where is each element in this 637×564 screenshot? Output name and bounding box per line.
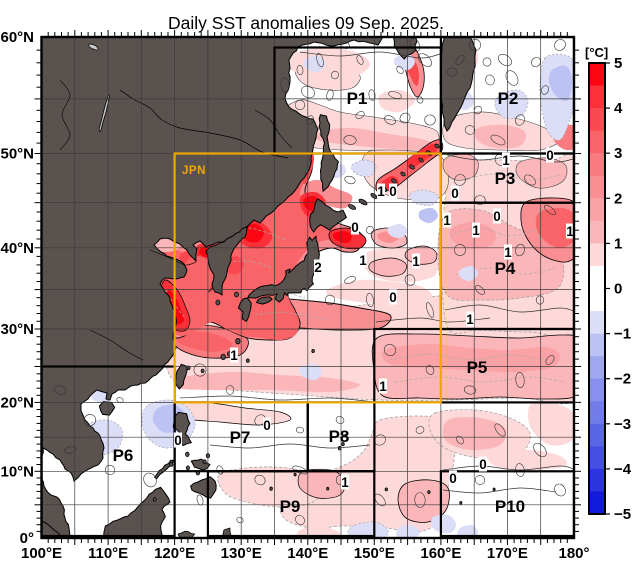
svg-text:1: 1	[614, 235, 622, 252]
svg-text:P2: P2	[498, 89, 519, 108]
svg-text:130°E: 130°E	[221, 545, 262, 562]
svg-text:P10: P10	[495, 497, 525, 516]
svg-text:0: 0	[493, 209, 501, 224]
svg-text:5: 5	[614, 55, 622, 72]
svg-text:0: 0	[546, 148, 554, 163]
svg-text:0: 0	[449, 471, 457, 486]
svg-text:P4: P4	[495, 259, 516, 278]
svg-text:−4: −4	[614, 461, 632, 478]
svg-text:P5: P5	[467, 358, 488, 377]
svg-text:110°E: 110°E	[88, 545, 128, 562]
svg-text:4: 4	[614, 100, 623, 117]
svg-text:P9: P9	[280, 497, 301, 516]
svg-text:0: 0	[479, 457, 487, 472]
svg-text:1: 1	[379, 379, 387, 394]
svg-text:160°E: 160°E	[420, 545, 461, 562]
svg-text:1: 1	[443, 213, 451, 228]
svg-text:150°E: 150°E	[354, 545, 395, 562]
svg-text:1: 1	[341, 475, 349, 490]
svg-text:0: 0	[389, 184, 397, 199]
svg-text:60°N: 60°N	[0, 29, 34, 46]
svg-text:P7: P7	[230, 428, 251, 447]
svg-text:40°N: 40°N	[0, 240, 34, 257]
svg-text:180°: 180°	[558, 545, 589, 562]
svg-text:[°C]: [°C]	[585, 45, 608, 60]
svg-text:170°E: 170°E	[487, 545, 528, 562]
svg-text:−1: −1	[614, 326, 631, 343]
svg-text:0°: 0°	[20, 530, 34, 547]
svg-text:−5: −5	[614, 506, 631, 523]
svg-text:0: 0	[351, 220, 359, 235]
svg-text:1: 1	[359, 253, 367, 268]
svg-text:P3: P3	[495, 169, 516, 188]
svg-text:0: 0	[389, 290, 397, 305]
svg-text:1: 1	[377, 184, 385, 199]
svg-text:30°N: 30°N	[0, 321, 34, 338]
svg-text:1: 1	[502, 153, 510, 168]
svg-text:2: 2	[614, 190, 622, 207]
svg-text:1: 1	[230, 348, 238, 363]
svg-text:120°E: 120°E	[154, 545, 195, 562]
svg-text:P6: P6	[113, 446, 134, 465]
svg-text:−3: −3	[614, 416, 631, 433]
svg-text:JPN: JPN	[182, 165, 206, 177]
svg-text:0: 0	[451, 186, 459, 201]
svg-text:−2: −2	[614, 371, 631, 388]
svg-text:P1: P1	[347, 89, 368, 108]
svg-text:140°E: 140°E	[287, 545, 328, 562]
svg-text:100°E: 100°E	[21, 545, 62, 562]
svg-text:1: 1	[472, 223, 480, 238]
svg-text:1: 1	[504, 245, 512, 260]
svg-text:1: 1	[412, 254, 420, 269]
svg-text:0: 0	[263, 418, 271, 433]
svg-text:10°N: 10°N	[0, 463, 34, 480]
svg-text:0: 0	[614, 281, 622, 298]
svg-text:0: 0	[174, 433, 182, 448]
svg-text:2: 2	[314, 260, 322, 275]
svg-text:1: 1	[566, 224, 574, 239]
svg-text:P8: P8	[329, 427, 350, 446]
svg-text:3: 3	[614, 145, 622, 162]
svg-text:1: 1	[466, 312, 474, 327]
svg-text:50°N: 50°N	[0, 146, 34, 163]
svg-text:20°N: 20°N	[0, 394, 34, 411]
svg-text:Daily SST anomalies 09 Sep. 20: Daily SST anomalies 09 Sep. 2025.	[168, 13, 444, 33]
